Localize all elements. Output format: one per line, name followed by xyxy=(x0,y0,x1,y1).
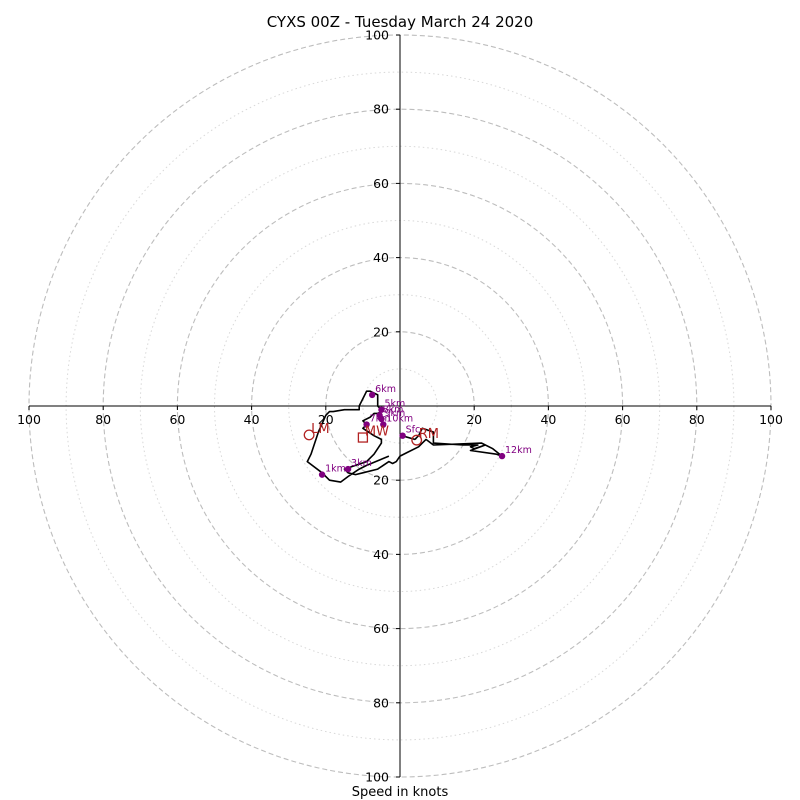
height-marker-7km xyxy=(363,421,370,428)
height-label-12km: 12km xyxy=(505,445,532,456)
motion-label-RM: RM xyxy=(419,427,439,442)
motion-marker-MW xyxy=(357,432,369,443)
x-tick-label: 40 xyxy=(244,412,260,427)
y-tick-label: 40 xyxy=(373,547,389,562)
motion-marker-LM xyxy=(303,429,315,441)
tick-labels: 100 80 60 40 20 20 40 60 80 100100806040202040608… xyxy=(17,28,783,785)
hodograph-trace xyxy=(306,390,503,483)
height-marker-6km xyxy=(368,391,376,399)
height-marker-5km xyxy=(378,406,385,413)
motion-label-MW: MW xyxy=(365,425,389,440)
chart-title: CYXS 00Z - Tuesday March 24 2020 xyxy=(267,13,534,31)
x-tick-label: 100 xyxy=(759,412,783,427)
y-tick-label: 20 xyxy=(373,473,389,488)
y-tick-label: 60 xyxy=(373,621,389,636)
height-label-5km: 5km xyxy=(384,399,405,410)
x-axis-label: Speed in knots xyxy=(352,785,449,800)
height-marker-12km xyxy=(498,452,506,460)
height-label-6km: 6km xyxy=(375,384,396,395)
x-tick-label: 60 xyxy=(169,412,185,427)
y-tick-label: 100 xyxy=(365,28,389,43)
height-label-1km: 1km xyxy=(325,464,346,475)
height-marker-3km xyxy=(344,465,352,473)
y-tick-label: 100 xyxy=(365,770,389,785)
height-label-9km: 9km xyxy=(384,408,405,419)
motion-marker-RM xyxy=(411,434,423,446)
height-marker-10km xyxy=(380,421,387,428)
x-tick-label: 40 xyxy=(540,412,556,427)
height-label-8km: 8km xyxy=(383,404,404,415)
height-marker-Sfc xyxy=(399,432,406,439)
y-tick-label: 40 xyxy=(373,250,389,265)
height-marker-9km xyxy=(378,415,385,423)
x-tick-label: 100 xyxy=(17,412,41,427)
x-tick-label: 80 xyxy=(689,412,705,427)
x-tick-label: 60 xyxy=(615,412,631,427)
y-tick-label: 80 xyxy=(373,695,389,710)
height-label-3km: 3km xyxy=(351,458,372,469)
storm-motion-markers: LM RM MW xyxy=(303,422,439,446)
height-marker-1km xyxy=(318,471,326,478)
y-tick-label: 20 xyxy=(373,324,389,339)
x-tick-label: 80 xyxy=(95,412,111,427)
y-tick-label: 80 xyxy=(373,102,389,117)
height-markers: Sfc1km3km5km6km7km8km9km10km12km xyxy=(318,384,532,478)
motion-label-LM: LM xyxy=(311,422,329,437)
height-label-10km: 10km xyxy=(386,414,413,425)
x-tick-label: 20 xyxy=(466,412,482,427)
y-tick-label: 60 xyxy=(373,176,389,191)
height-label-Sfc: Sfc xyxy=(406,425,421,436)
